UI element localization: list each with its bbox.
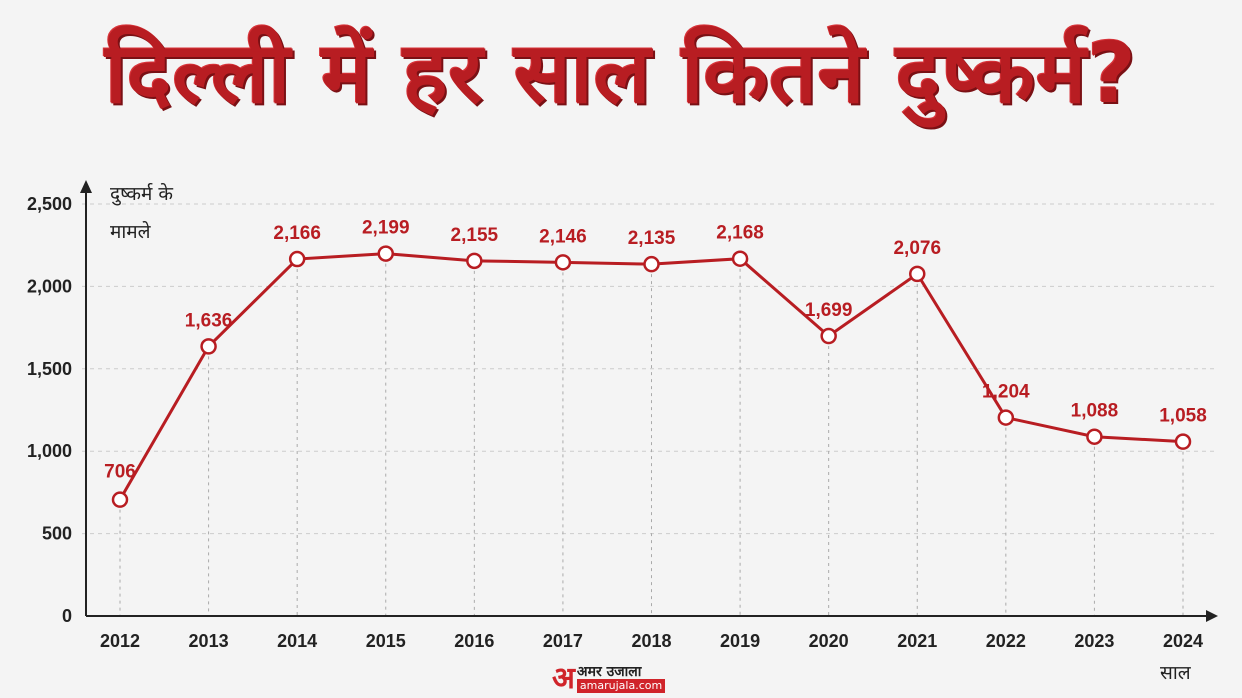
y-tick-label: 2,500 bbox=[27, 194, 72, 214]
data-point bbox=[377, 245, 394, 262]
x-tick-label: 2023 bbox=[1074, 631, 1114, 651]
x-tick-label: 2013 bbox=[189, 631, 229, 651]
y-tick-label: 1,500 bbox=[27, 359, 72, 379]
data-label: 2,076 bbox=[893, 238, 941, 259]
x-tick-label: 2018 bbox=[631, 631, 671, 651]
y-tick-label: 2,000 bbox=[27, 276, 72, 296]
data-label: 1,636 bbox=[185, 310, 233, 331]
grid-lines bbox=[82, 203, 1218, 535]
x-tick-label: 2014 bbox=[277, 631, 317, 651]
data-labels: 706 1,636 2,166 2,199 2,155 2,146 2,135 2,168 1,… bbox=[104, 218, 1207, 483]
x-tick-label: 2012 bbox=[100, 631, 140, 651]
data-label: 2,135 bbox=[628, 228, 676, 249]
axes bbox=[80, 180, 1218, 622]
data-label: 1,699 bbox=[805, 300, 853, 321]
logo-url: amarujala.com bbox=[576, 679, 666, 693]
y-tick-label: 1,000 bbox=[27, 441, 72, 461]
data-label: 706 bbox=[104, 462, 136, 483]
data-label: 2,155 bbox=[451, 225, 499, 246]
data-point bbox=[731, 250, 749, 267]
y-axis-arrow bbox=[80, 180, 92, 193]
data-point bbox=[554, 254, 572, 271]
data-point bbox=[111, 491, 129, 508]
data-point bbox=[643, 255, 660, 273]
x-tick-label: 2021 bbox=[897, 631, 937, 651]
x-tick-label: 2024 bbox=[1163, 631, 1203, 651]
data-point bbox=[909, 265, 926, 283]
data-label: 2,146 bbox=[539, 226, 587, 247]
y-axis-label-line1: दुष्कर्म के bbox=[110, 182, 173, 206]
x-axis-arrow bbox=[1206, 610, 1218, 622]
data-label: 2,168 bbox=[716, 223, 764, 244]
data-points bbox=[111, 245, 1192, 508]
data-label: 1,204 bbox=[982, 382, 1030, 403]
data-label: 1,088 bbox=[1071, 401, 1119, 422]
y-tick-label: 0 bbox=[62, 606, 72, 626]
x-tick-label: 2017 bbox=[543, 631, 583, 651]
y-tick-labels: 0 500 1,000 1,500 2,000 2,500 bbox=[27, 194, 72, 626]
y-axis-label-line2: मामले bbox=[110, 220, 152, 243]
data-point bbox=[1086, 428, 1103, 445]
data-point bbox=[200, 338, 217, 355]
data-point bbox=[820, 327, 837, 345]
data-point bbox=[288, 250, 306, 268]
data-point bbox=[997, 409, 1015, 426]
data-label: 1,058 bbox=[1159, 406, 1207, 427]
x-axis-label: साल bbox=[1160, 662, 1192, 684]
data-point bbox=[1174, 433, 1192, 450]
data-label: 2,166 bbox=[273, 223, 321, 244]
data-label: 2,199 bbox=[362, 218, 410, 239]
logo-hindi: अमर उजाला bbox=[576, 664, 642, 680]
page-title: दिल्ली में हर साल कितने दुष्कर्म? bbox=[105, 24, 1137, 122]
x-tick-labels: 2012 2013 2014 2015 2016 2017 2018 2019 2020 2021… bbox=[100, 631, 1203, 651]
x-tick-label: 2015 bbox=[366, 631, 406, 651]
brand-logo: अ अमर उजाला amarujala.com bbox=[552, 661, 666, 696]
x-tick-label: 2022 bbox=[986, 631, 1026, 651]
x-tick-label: 2016 bbox=[454, 631, 494, 651]
y-tick-label: 500 bbox=[42, 524, 72, 544]
logo-mark: अ bbox=[552, 661, 575, 696]
vertical-guides bbox=[119, 263, 1184, 616]
data-point bbox=[466, 252, 483, 270]
x-tick-label: 2020 bbox=[809, 631, 849, 651]
x-tick-label: 2019 bbox=[720, 631, 760, 651]
